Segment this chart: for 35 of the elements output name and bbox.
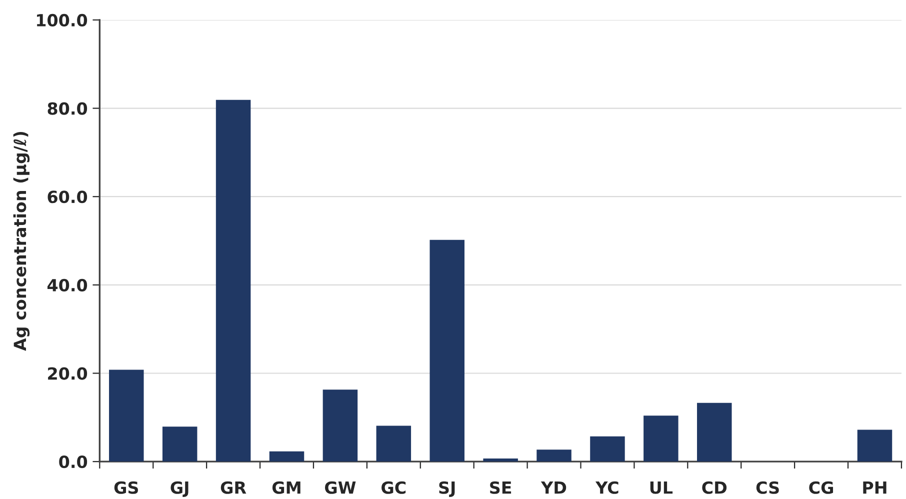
- bar: [322, 390, 358, 462]
- bar: [644, 416, 678, 462]
- y-tick-label: 40.0: [47, 278, 88, 292]
- x-tick-label: UL: [650, 482, 673, 494]
- bar: [109, 370, 144, 462]
- x-tick-label: CG: [809, 481, 834, 494]
- x-tick-label: CD: [702, 481, 727, 494]
- bar: [430, 240, 464, 462]
- y-tick-label: 100.0: [37, 14, 88, 27]
- x-tick-label: GW: [325, 481, 356, 494]
- y-tick-label: 0.0: [59, 456, 88, 468]
- x-tick-label: SE: [490, 481, 512, 494]
- y-axis-title: Ag concentration (μg/ℓ): [13, 132, 30, 351]
- x-tick-label: GR: [220, 481, 246, 494]
- x-tick-label: SJ: [439, 481, 455, 498]
- y-tick-label: 20.0: [48, 367, 88, 380]
- x-tick-label: CS: [756, 481, 779, 494]
- x-tick-label: YC: [595, 481, 618, 494]
- bar: [162, 426, 198, 462]
- bar: [536, 450, 572, 462]
- y-tick-label: 80.0: [48, 102, 88, 115]
- bar: [216, 100, 251, 462]
- y-tick-label: 60.0: [48, 190, 88, 204]
- bar: [269, 451, 304, 462]
- x-tick-label: YD: [540, 482, 566, 494]
- x-tick-label: GC: [382, 481, 406, 494]
- bar: [376, 426, 412, 462]
- bar: [857, 430, 892, 462]
- x-tick-label: GJ: [170, 481, 188, 498]
- bar: [483, 458, 518, 462]
- bar: [697, 402, 732, 462]
- x-tick-label: GS: [114, 481, 138, 494]
- x-tick-label: PH: [863, 482, 886, 494]
- x-tick-label: GM: [272, 481, 300, 494]
- bar: [590, 436, 625, 462]
